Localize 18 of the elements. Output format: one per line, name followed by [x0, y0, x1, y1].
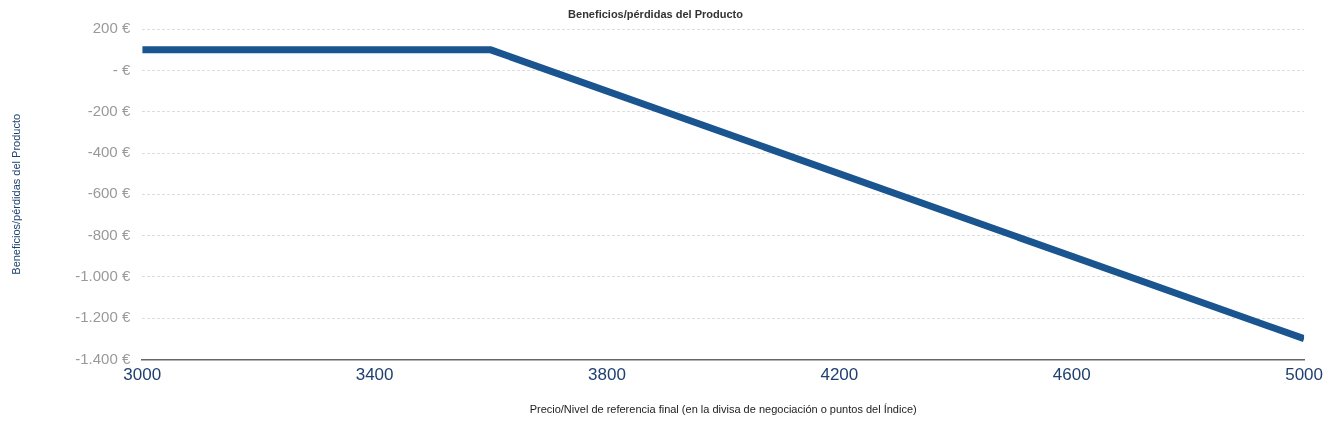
y-axis-title: Beneficios/pérdidas del Producto	[9, 113, 22, 275]
y-tick-label: -400 €	[87, 143, 131, 161]
x-tick-label: 3400	[355, 365, 394, 385]
x-tick-label: 4600	[1052, 365, 1091, 385]
y-tick-label: -1.000 €	[75, 266, 131, 284]
y-tick-label: -1.200 €	[75, 308, 131, 326]
y-tick-label: -1.400 €	[75, 349, 131, 367]
y-tick-label: - €	[112, 60, 131, 78]
x-axis-title: Precio/Nivel de referencia final (en la divisa de negociación o puntos del Índice)	[529, 403, 917, 416]
x-tick-label: 4200	[820, 365, 859, 385]
y-tick-label: -600 €	[87, 184, 131, 202]
y-tick-label: -800 €	[87, 225, 131, 243]
chart-title: Beneficios/pérdidas del Producto	[568, 7, 744, 20]
y-tick-label: -200 €	[87, 101, 131, 119]
y-tick-label: 200 €	[92, 19, 131, 37]
x-tick-label: 3800	[588, 365, 626, 385]
x-tick-label: 5000	[1285, 365, 1323, 385]
x-tick-label: 3000	[123, 365, 162, 385]
